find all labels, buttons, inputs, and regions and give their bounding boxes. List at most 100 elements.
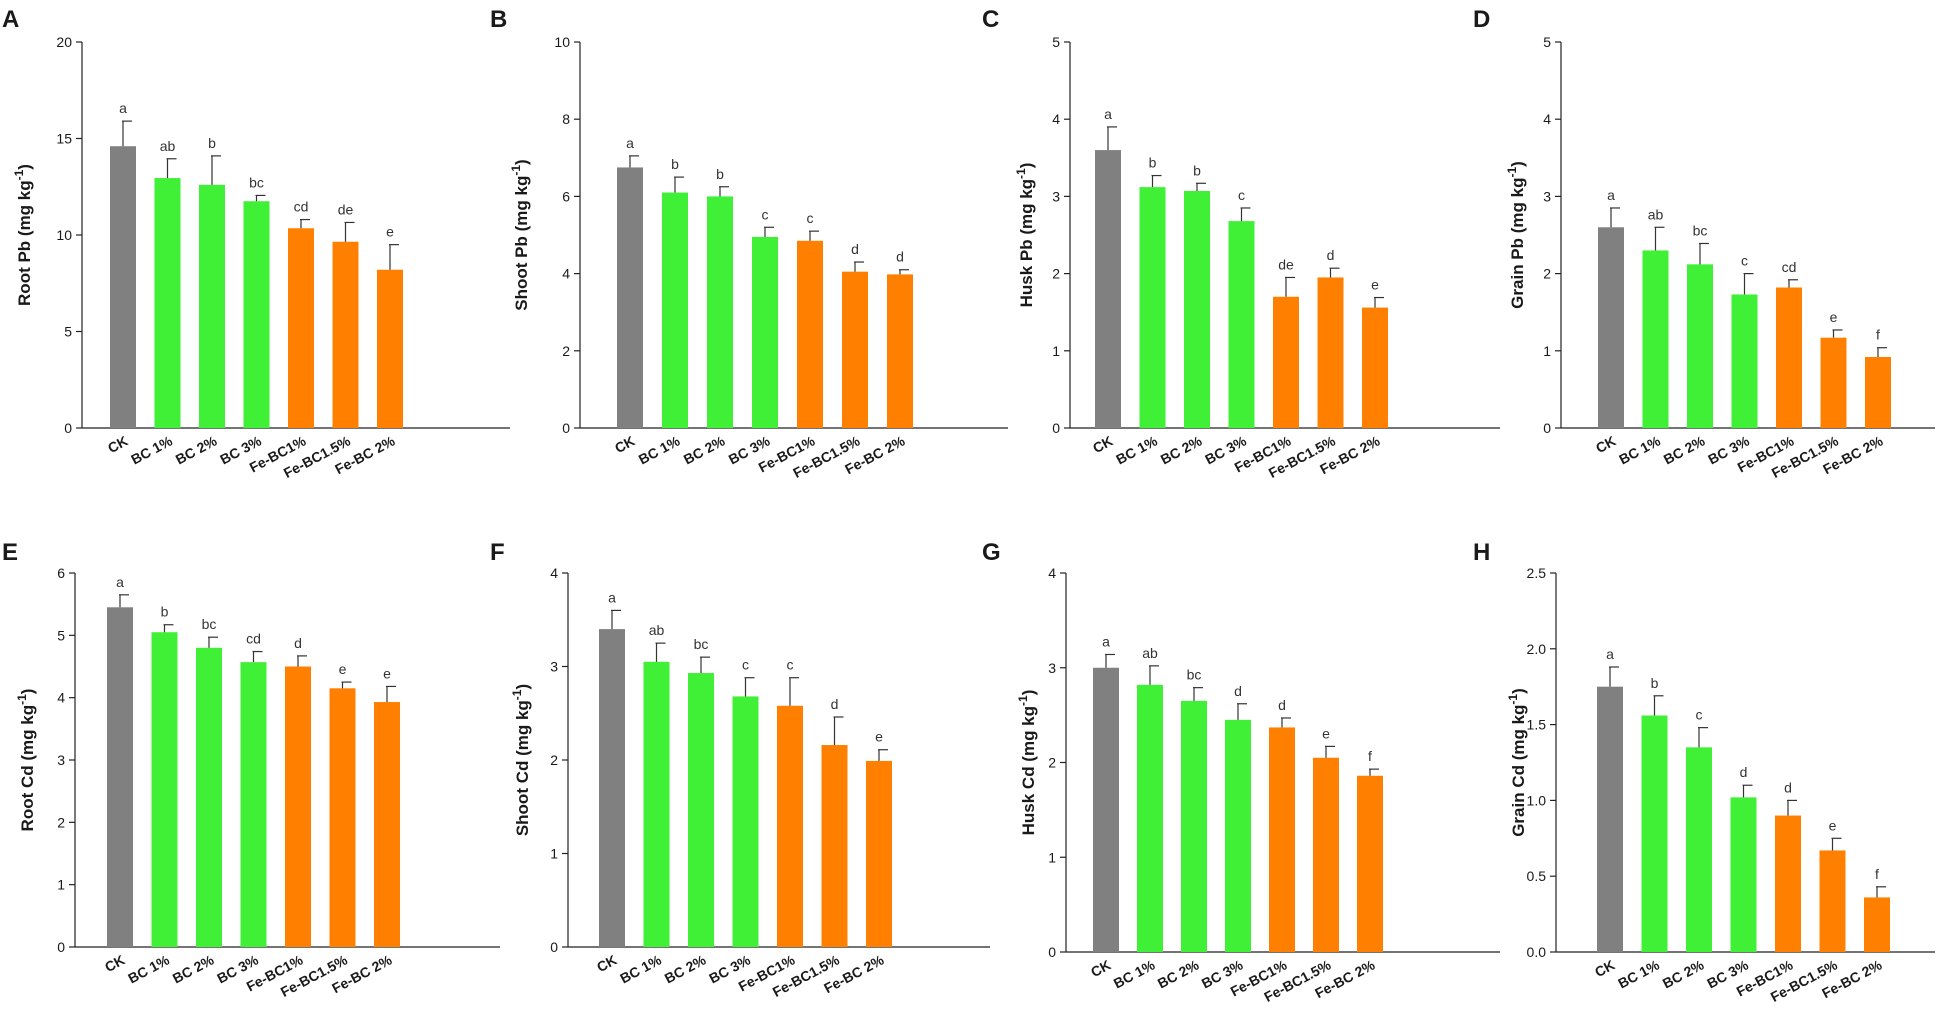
x-tick-label: BC 1% <box>128 432 175 467</box>
significance-letter: bc <box>1693 222 1708 238</box>
x-tick-label: CK <box>594 952 619 976</box>
significance-letter: d <box>1234 683 1242 699</box>
bar-fe-bc1-5 <box>1820 337 1847 428</box>
bar-fe-bc1-5 <box>1819 850 1846 952</box>
y-tick-label: 0.5 <box>1527 868 1547 884</box>
x-tick-label: BC 1% <box>636 432 683 467</box>
bar-fe-bc1-5 <box>1317 277 1344 428</box>
significance-letter: e <box>1830 309 1838 325</box>
x-tick-label: BC 2% <box>681 432 728 467</box>
significance-letter: cd <box>1782 259 1797 275</box>
chart-panel-e: E 0 1 2 3 4 5 6 Root Cd (mg kg-1) a CK b BC 1% bc BC 2… <box>2 539 500 1000</box>
bar-fe-bc1 <box>1273 296 1299 428</box>
bar-bc-1 <box>1137 684 1163 952</box>
chart-panel-g: G 0 1 2 3 4 Husk Cd (mg kg-1) a CK ab BC 1% bc BC 2%… <box>982 539 1500 1005</box>
y-tick-label: 20 <box>56 34 72 50</box>
y-axis-label: Husk Cd (mg kg-1) <box>1016 690 1038 836</box>
bar-bc-2 <box>1184 190 1210 428</box>
y-tick-label: 2 <box>562 343 570 359</box>
significance-letter: b <box>1193 162 1201 178</box>
y-tick-label: 2 <box>57 814 65 830</box>
bar-bc-3 <box>1731 294 1758 428</box>
chart-panel-a: A 0 5 10 15 20 Root Pb (mg kg-1) a CK ab BC 1% b BC … <box>2 6 510 481</box>
y-tick-label: 4 <box>550 565 558 581</box>
panel-letter: D <box>1473 6 1490 33</box>
bar-fe-bc1 <box>1775 815 1801 952</box>
significance-letter: de <box>338 201 354 217</box>
significance-letter: b <box>161 604 169 620</box>
y-tick-label: 0 <box>1052 420 1060 436</box>
significance-letter: c <box>787 657 794 673</box>
bar-fe-bc-2 <box>1362 307 1388 428</box>
significance-letter: a <box>1102 633 1110 649</box>
significance-letter: a <box>1104 106 1112 122</box>
significance-letter: a <box>1607 187 1615 203</box>
panel-letter: H <box>1473 539 1490 566</box>
bar-fe-bc1-5 <box>1313 757 1339 952</box>
significance-letter: c <box>762 206 769 222</box>
bar-ck <box>1095 150 1121 428</box>
significance-letter: ab <box>160 138 176 154</box>
bar-fe-bc-2 <box>866 760 892 947</box>
x-tick-label: CK <box>1593 433 1618 457</box>
panel-letter: F <box>490 539 505 566</box>
x-tick-label: BC 2% <box>1661 432 1708 467</box>
significance-letter: c <box>1696 707 1703 723</box>
significance-letter: d <box>831 696 839 712</box>
significance-letter: d <box>1740 764 1748 780</box>
bar-fe-bc1-5 <box>821 745 848 947</box>
bar-bc-2 <box>199 184 225 428</box>
x-tick-label: BC 1% <box>1616 432 1663 467</box>
panel-letter: A <box>2 6 19 33</box>
x-tick-label: CK <box>105 433 130 457</box>
bar-bc-1 <box>1641 715 1668 952</box>
x-tick-label: BC 1% <box>125 951 172 986</box>
y-tick-label: 4 <box>562 266 570 282</box>
y-tick-label: 8 <box>562 111 570 127</box>
y-tick-label: 3 <box>1543 188 1551 204</box>
y-tick-label: 0.0 <box>1527 944 1547 960</box>
bar-fe-bc1 <box>797 240 823 428</box>
significance-letter: cd <box>246 631 261 647</box>
y-tick-label: 6 <box>562 188 570 204</box>
y-tick-label: 3 <box>550 659 558 675</box>
panel-letter: B <box>490 6 507 33</box>
bar-fe-bc1 <box>288 228 314 428</box>
x-tick-label: CK <box>1090 433 1115 457</box>
bar-fe-bc-2 <box>1357 775 1383 952</box>
x-tick-label: BC 1% <box>617 951 664 986</box>
y-tick-label: 0 <box>1543 420 1551 436</box>
y-tick-label: 1 <box>57 877 65 893</box>
significance-letter: f <box>1875 866 1879 882</box>
y-tick-label: 1 <box>1048 849 1056 865</box>
significance-letter: cd <box>294 199 309 215</box>
significance-letter: bc <box>249 174 264 190</box>
y-tick-label: 0 <box>1048 944 1056 960</box>
y-tick-label: 1 <box>1543 343 1551 359</box>
bar-bc-3 <box>1730 797 1757 952</box>
bar-bc-3 <box>243 201 270 428</box>
y-tick-label: 15 <box>56 131 72 147</box>
x-tick-label: BC 2% <box>173 432 220 467</box>
y-tick-label: 5 <box>57 627 65 643</box>
bar-fe-bc1 <box>285 666 311 947</box>
significance-letter: a <box>608 589 616 605</box>
significance-letter: c <box>1741 253 1748 269</box>
bar-bc-2 <box>707 196 733 428</box>
bar-bc-3 <box>1225 719 1251 952</box>
significance-letter: c <box>1238 187 1245 203</box>
significance-letter: b <box>1149 155 1157 171</box>
y-tick-label: 10 <box>56 227 72 243</box>
panel-letter: C <box>982 6 999 33</box>
y-tick-label: 2.0 <box>1527 641 1547 657</box>
x-tick-label: BC 1% <box>1615 956 1662 991</box>
y-tick-label: 0 <box>64 420 72 436</box>
bar-ck <box>107 607 133 947</box>
significance-letter: d <box>1278 697 1286 713</box>
bar-fe-bc-2 <box>1865 356 1891 428</box>
x-tick-label: CK <box>1088 957 1113 981</box>
y-tick-label: 4 <box>1543 111 1551 127</box>
bar-fe-bc1 <box>1269 727 1295 952</box>
bar-fe-bc1-5 <box>332 241 359 428</box>
